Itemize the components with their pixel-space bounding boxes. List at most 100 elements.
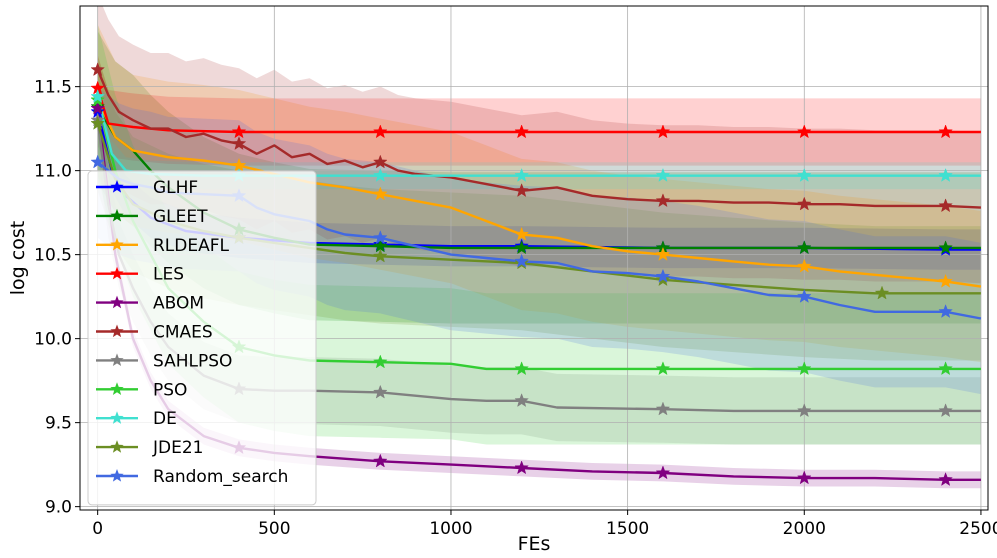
x-tick-label: 2500 (959, 519, 997, 539)
x-axis-ticks: 0 500 1000 1500 2000 2500 (92, 510, 997, 539)
marker-les (938, 124, 953, 139)
marker-sahlpso (372, 384, 388, 399)
marker-pso (655, 361, 671, 376)
line-les (96, 87, 981, 134)
marker-rldeafl (372, 186, 388, 201)
marker-rldeafl (938, 273, 953, 288)
marker-abom (514, 460, 529, 475)
marker-rldeafl (796, 258, 812, 273)
marker-pso (514, 361, 529, 376)
band-gleet (97, 31, 981, 324)
band-random-search (97, 86, 981, 395)
legend-label-de: DE (153, 409, 177, 429)
legend-box (87, 170, 317, 506)
marker-sahlpso (514, 393, 529, 408)
marker-abom (372, 453, 388, 468)
marker-abom (938, 472, 953, 486)
marker-cmaes (90, 62, 105, 77)
legend-label-pso: PSO (153, 380, 187, 400)
legend-marker-de (110, 411, 124, 424)
marker-de (796, 167, 812, 182)
legend-marker-cmaes (110, 324, 124, 338)
marker-de (90, 89, 105, 103)
marker-abom (655, 465, 671, 480)
band-cmaes (97, 6, 981, 284)
marker-cmaes (514, 183, 529, 198)
band-sahlpso (97, 86, 981, 445)
plot-frame (79, 5, 989, 511)
marker-pso (796, 361, 812, 376)
marker-les (796, 124, 812, 139)
legend-label-cmaes: CMAES (153, 323, 213, 343)
line-de (96, 96, 981, 177)
band-de (97, 83, 981, 190)
marker-de (372, 167, 388, 182)
legend-label-jde21: JDE21 (152, 438, 203, 458)
marker-gleet (514, 240, 529, 255)
x-tick-label: 0 (92, 519, 103, 539)
legend-marker-pso (110, 382, 124, 395)
marker-jde21 (874, 285, 890, 300)
marker-random-search (655, 268, 671, 283)
marker-pso (372, 354, 388, 369)
marker-jde21 (90, 115, 105, 130)
x-tick-label: 1000 (429, 519, 472, 539)
marker-random-search (372, 230, 388, 245)
legend-marker-sahlpso (110, 353, 124, 367)
marker-cmaes (231, 136, 247, 150)
marker-sahlpso (655, 401, 671, 416)
marker-jde21 (372, 248, 388, 263)
marker-abom (796, 470, 812, 485)
y-axis-ticks: 9.0 9.5 10.0 10.5 11.0 11.5 (34, 78, 80, 518)
marker-abom (90, 100, 105, 115)
y-axis-label: log cost (7, 221, 29, 295)
y-tick-label: 9.0 (45, 498, 72, 518)
marker-rldeafl (514, 226, 529, 241)
y-tick-label: 9.5 (45, 414, 72, 434)
marker-gleet (796, 240, 812, 255)
legend-label-rldeafl: RLDEAFL (153, 236, 230, 256)
marker-random-search (938, 304, 953, 318)
band-jde21 (97, 56, 981, 361)
legend-marker-glhf (110, 180, 124, 193)
marker-sahlpso (796, 403, 812, 418)
legend-label-gleet: GLEET (153, 207, 208, 227)
marker-de (514, 167, 529, 182)
x-tick-label: 500 (258, 519, 290, 539)
marker-les (231, 124, 247, 139)
marker-gleet (938, 240, 953, 255)
legend-label-glhf: GLHF (153, 178, 198, 198)
marker-de (938, 167, 953, 182)
marker-les (372, 124, 388, 139)
marker-cmaes (372, 154, 388, 169)
band-pso (97, 24, 981, 445)
marker-cmaes (938, 198, 953, 213)
marker-cmaes (796, 196, 812, 211)
band-rldeafl (97, 24, 981, 363)
legend-label-random-search: Random_search (153, 467, 288, 487)
legend: GLHF GLEET RLDEAFL LES ABOM CMAES SAHLPSO PSO DE… (87, 170, 317, 506)
marker-rldeafl (655, 246, 671, 261)
marker-random-search (514, 253, 529, 268)
y-tick-label: 10.5 (34, 246, 72, 266)
line-cmaes (96, 69, 981, 209)
marker-sahlpso (938, 403, 953, 418)
marker-de (655, 167, 671, 182)
legend-label-sahlpso: SAHLPSO (153, 351, 232, 371)
y-tick-label: 10.0 (34, 330, 72, 350)
marker-cmaes (655, 193, 671, 208)
x-tick-label: 2000 (783, 519, 826, 539)
marker-les (655, 124, 671, 139)
legend-marker-rldeafl (110, 237, 124, 251)
marker-pso (938, 361, 953, 376)
legend-marker-random-search (110, 469, 124, 482)
legend-label-abom: ABOM (153, 294, 204, 314)
legend-label-les: LES (153, 265, 184, 285)
legend-marker-jde21 (110, 440, 124, 453)
legend-marker-gleet (110, 208, 124, 222)
marker-les (514, 124, 529, 139)
x-axis-label: FEs (518, 533, 551, 555)
x-tick-label: 1500 (606, 519, 649, 539)
y-tick-label: 11.0 (34, 162, 72, 182)
